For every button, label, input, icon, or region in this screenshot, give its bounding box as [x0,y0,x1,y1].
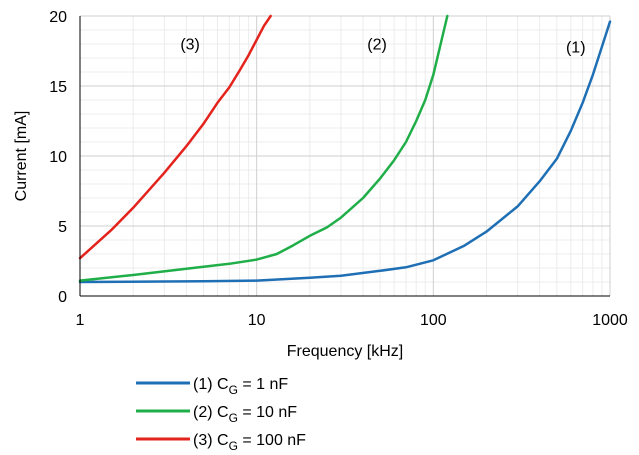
legend-item: (2) CG = 10 nF [136,404,297,425]
series-line [78,20,612,284]
series-lines [78,14,612,284]
series-line [78,14,272,260]
y-tick-label: 15 [49,79,67,96]
x-tick-labels: 1 10 100 1000 [76,312,628,329]
curve-annotation: (2) [367,37,387,54]
curve-annotation: (3) [180,37,200,54]
y-axis-label: Current [mA] [13,111,30,202]
y-tick-label: 0 [58,289,67,306]
legend-label: (2) CG = 10 nF [193,404,297,425]
x-tick-label: 10 [248,312,266,329]
series-line [78,14,449,282]
y-tick-label: 5 [58,219,67,236]
legend: (1) CG = 1 nF (2) CG = 10 nF (3) CG = 100 … [136,376,306,453]
x-tick-label: 1 [76,312,85,329]
y-tick-label: 10 [49,149,67,166]
curve-annotations: (3) (2) (1) [180,37,585,57]
x-tick-label: 100 [420,312,447,329]
legend-item: (3) CG = 100 nF [136,432,306,453]
axes [79,16,610,297]
x-axis-label: Frequency [kHz] [287,343,403,360]
y-tick-labels: 0 5 10 15 20 [49,9,67,306]
y-tick-label: 20 [49,9,67,26]
legend-label: (1) CG = 1 nF [193,376,288,397]
curve-annotation: (1) [566,39,586,56]
legend-item: (1) CG = 1 nF [136,376,288,397]
legend-label: (3) CG = 100 nF [193,432,306,453]
x-tick-label: 1000 [592,312,628,329]
